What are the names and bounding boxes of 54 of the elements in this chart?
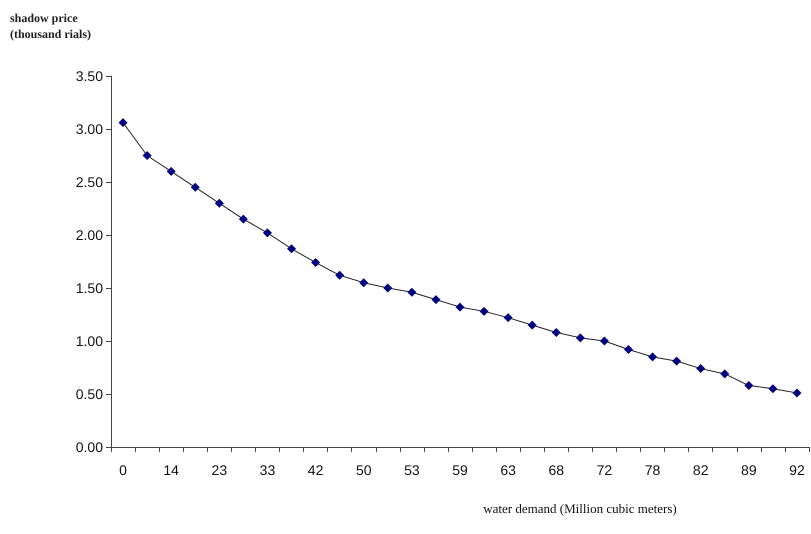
x-tick-label: 50: [356, 462, 372, 478]
point: [768, 384, 778, 394]
point: [528, 320, 537, 330]
y-tick-label: 1.50: [76, 280, 104, 296]
point: [190, 182, 200, 192]
point: [672, 356, 682, 366]
point: [552, 328, 561, 338]
y-tick-label: 0.00: [76, 439, 104, 455]
x-tick-label: 63: [500, 462, 516, 478]
point: [720, 369, 730, 378]
x-tick-label: 78: [644, 462, 661, 478]
point: [648, 352, 658, 362]
x-tick-label: 68: [548, 462, 564, 478]
point: [359, 278, 368, 288]
point: [407, 288, 416, 297]
x-tick-label: 33: [260, 462, 276, 478]
y-tick-label: 0.50: [76, 386, 104, 402]
x-tick-label: 14: [163, 462, 180, 478]
y-tick-label: 2.00: [76, 227, 104, 243]
y-tick-label: 3.00: [76, 121, 104, 137]
point: [792, 388, 802, 398]
x-tick-label: 23: [212, 462, 228, 478]
point: [214, 198, 224, 208]
point: [624, 344, 633, 354]
point: [118, 118, 128, 128]
x-tick-label: 53: [404, 462, 420, 478]
x-tick-label: 0: [119, 462, 128, 478]
point: [142, 151, 152, 160]
x-tick-label: 82: [692, 462, 709, 478]
point: [166, 166, 176, 176]
x-tick-label: 59: [452, 462, 468, 478]
point: [576, 333, 585, 342]
y-tick-label: 3.50: [76, 68, 104, 84]
point: [696, 364, 706, 374]
point: [744, 381, 754, 390]
point: [504, 313, 513, 322]
point: [311, 258, 320, 268]
point: [456, 302, 464, 312]
x-tick-label: 92: [789, 462, 805, 478]
y-axis-title: shadow price (thousand rials): [10, 11, 92, 41]
point: [480, 306, 489, 316]
x-tick-label: 89: [741, 462, 757, 478]
x-axis-title: water demand (Million cubic meters): [483, 501, 677, 516]
point: [287, 244, 296, 254]
point: [238, 214, 248, 224]
x-tick-label: 72: [596, 462, 612, 478]
y-tick-label: 1.00: [76, 333, 104, 349]
point: [335, 270, 344, 280]
y-tick-label: 2.50: [76, 174, 104, 190]
point: [600, 336, 609, 346]
point: [262, 228, 272, 238]
point: [431, 295, 440, 304]
point: [383, 284, 392, 292]
x-tick-label: 42: [308, 462, 324, 478]
